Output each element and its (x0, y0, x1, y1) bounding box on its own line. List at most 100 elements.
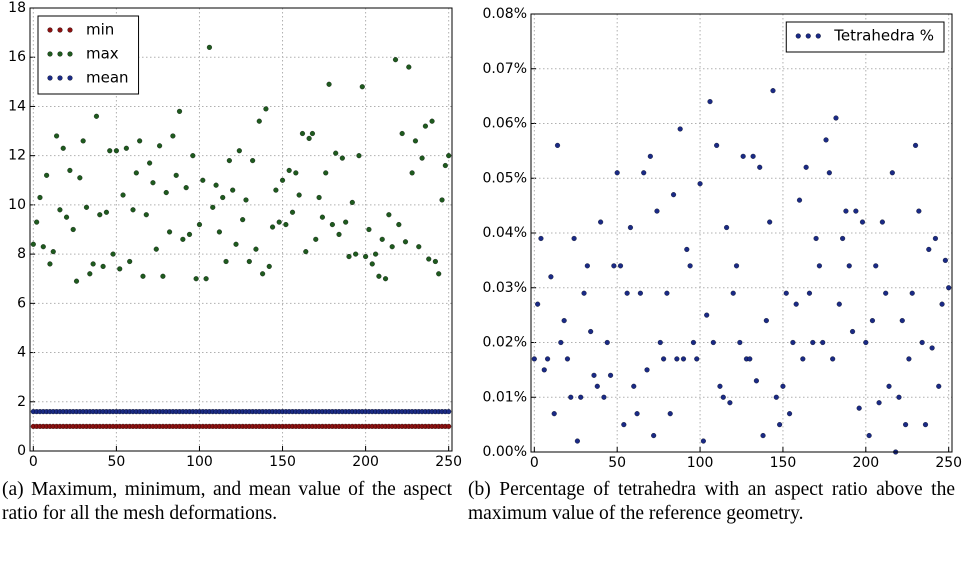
point (863, 339, 869, 346)
point (83, 204, 90, 210)
point (634, 411, 640, 417)
point (588, 328, 594, 335)
point (750, 153, 756, 159)
point (724, 224, 730, 231)
point (70, 226, 76, 233)
point (833, 115, 839, 121)
point (763, 318, 769, 324)
point (40, 244, 46, 250)
point (283, 222, 289, 228)
point (936, 383, 942, 389)
point (333, 150, 339, 156)
legend-marker (57, 27, 63, 33)
point (883, 290, 889, 296)
legend-label: mean (86, 69, 129, 87)
point (30, 241, 36, 247)
point (250, 158, 256, 164)
point (64, 214, 70, 220)
caption: (a) Maximum, minimum, and mean value of … (2, 479, 452, 524)
point (107, 148, 113, 154)
point (611, 263, 617, 269)
point (123, 145, 129, 151)
point (113, 148, 119, 154)
point (392, 57, 399, 63)
point (193, 276, 199, 282)
point (677, 126, 683, 132)
point (313, 236, 319, 242)
point (103, 209, 109, 215)
point (942, 257, 948, 263)
y-tick-label: 0.03% (483, 280, 527, 296)
y-tick-label: 18 (8, 0, 26, 16)
point (753, 378, 759, 384)
point (309, 130, 315, 137)
point (783, 290, 789, 296)
point (233, 241, 239, 247)
point (843, 208, 849, 214)
point (836, 301, 842, 307)
point (780, 383, 786, 389)
point (574, 438, 580, 444)
legend-marker (57, 51, 63, 57)
point (578, 394, 584, 400)
point (299, 130, 306, 137)
point (806, 290, 813, 296)
series (30, 423, 452, 429)
point (90, 261, 96, 267)
point (929, 345, 935, 351)
point (777, 422, 783, 428)
point (674, 356, 680, 362)
point (614, 170, 620, 176)
point (133, 170, 139, 176)
point (176, 108, 183, 114)
point (554, 142, 561, 148)
point (240, 217, 246, 223)
point (909, 290, 915, 296)
point (389, 244, 395, 250)
point (339, 155, 345, 161)
point (270, 224, 276, 230)
point (243, 197, 249, 203)
point (442, 162, 448, 169)
point (773, 394, 779, 400)
point (87, 271, 93, 277)
point (584, 263, 590, 269)
point (80, 138, 86, 144)
x-tick-label: 0 (530, 455, 539, 471)
point (376, 273, 382, 279)
point (621, 422, 627, 428)
point (329, 222, 335, 228)
point (220, 194, 226, 201)
legend-marker (47, 75, 53, 81)
point (730, 290, 736, 296)
point (167, 229, 173, 235)
point (97, 212, 103, 218)
point (853, 208, 859, 214)
point (429, 118, 435, 124)
legend-marker (795, 33, 801, 39)
y-tick-label: 0.01% (483, 389, 527, 405)
point (830, 356, 836, 362)
point (422, 123, 428, 129)
point (594, 383, 600, 389)
point (160, 273, 166, 279)
point (93, 113, 100, 119)
point (637, 290, 643, 296)
point (183, 185, 189, 191)
point (316, 194, 322, 201)
point (787, 411, 793, 417)
point (531, 356, 537, 362)
legend-marker (57, 75, 63, 81)
y-tick-label: 0 (17, 443, 26, 459)
series (531, 88, 952, 455)
point (226, 158, 232, 164)
point (859, 219, 866, 225)
point (236, 148, 242, 154)
point (700, 438, 706, 444)
point (886, 383, 892, 389)
point (631, 383, 637, 389)
point (680, 356, 687, 362)
point (406, 64, 412, 70)
x-tick-label: 50 (608, 455, 626, 471)
point (816, 263, 822, 269)
